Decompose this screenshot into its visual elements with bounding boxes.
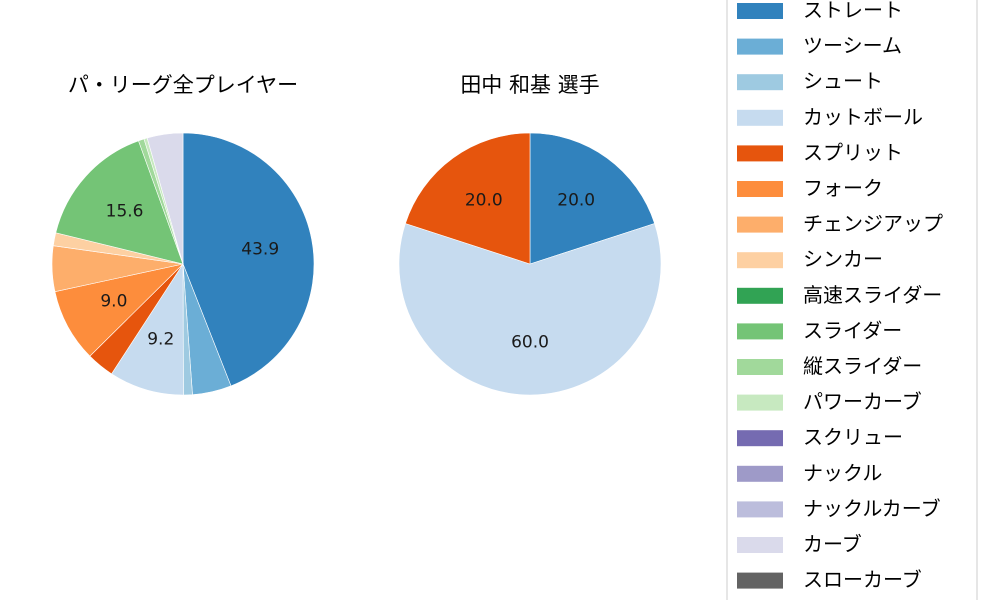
legend-swatch-14	[737, 501, 783, 518]
legend-label-4: スプリット	[803, 140, 903, 164]
legend-label-5: フォーク	[803, 176, 883, 200]
legend-swatch-10	[737, 359, 783, 375]
legend-label-15: カーブ	[803, 532, 862, 556]
legend-label-2: シュート	[803, 69, 883, 93]
legend-label-10: 縦スライダー	[803, 354, 922, 378]
right-pie-slice-3	[398, 223, 662, 396]
legend-label-7: シンカー	[803, 247, 883, 271]
right-pie-slice-4	[405, 132, 531, 265]
legend-swatch-8	[737, 287, 783, 304]
legend-label-9: スライダー	[803, 318, 902, 342]
legend-swatch-16	[737, 572, 783, 589]
legend-swatch-11	[737, 394, 783, 411]
legend-swatch-7	[737, 252, 783, 269]
legend: ストレートツーシームシュートカットボールスプリットフォークチェンジアップシンカー…	[726, 0, 978, 600]
legend-label-0: ストレート	[803, 0, 903, 22]
legend-swatch-5	[737, 181, 783, 197]
left-pie-slice-15	[146, 132, 184, 265]
right-pie-title: 田中 和基 選手	[460, 73, 599, 97]
right-pie: 20.0 60.0 20.0	[398, 132, 662, 396]
legend-frame	[726, 0, 978, 600]
legend-label-1: ツーシーム	[803, 34, 902, 58]
right-pie-data-label-4: 20.0	[465, 190, 503, 210]
legend-swatch-2	[737, 74, 783, 91]
left-pie-data-label-3: 9.2	[147, 329, 174, 349]
left-pie-slice-9	[55, 140, 184, 265]
legend-swatch-4	[737, 145, 783, 162]
legend-swatch-9	[737, 323, 783, 340]
legend-swatch-6	[737, 216, 783, 233]
legend-label-11: パワーカーブ	[803, 390, 922, 414]
left-pie-title: パ・リーグ全プレイヤー	[68, 73, 298, 97]
legend-swatch-15	[737, 537, 783, 553]
left-pie: 43.9 9.2 9.0 15.6	[51, 132, 315, 396]
left-pie-data-label-9: 15.6	[106, 201, 144, 221]
legend-label-8: 高速スライダー	[803, 283, 942, 307]
right-pie-data-label-0: 20.0	[557, 190, 595, 210]
legend-label-14: ナックルカーブ	[803, 496, 941, 520]
legend-label-3: カットボール	[803, 105, 923, 129]
legend-swatch-1	[737, 38, 783, 55]
legend-label-12: スクリュー	[803, 425, 903, 449]
right-pie-data-label-3: 60.0	[511, 333, 549, 353]
legend-swatch-13	[737, 465, 783, 482]
legend-swatch-3	[737, 109, 783, 126]
left-pie-slice-0	[182, 132, 315, 387]
legend-label-16: スローカーブ	[803, 568, 922, 592]
legend-swatch-0	[737, 3, 783, 19]
right-pie-slice-0	[529, 132, 655, 265]
legend-label-13: ナックル	[803, 461, 882, 485]
legend-swatch-12	[737, 430, 783, 447]
legend-label-6: チェンジアップ	[803, 212, 943, 236]
left-pie-data-label-0: 43.9	[241, 239, 279, 259]
left-pie-data-label-5: 9.0	[100, 291, 127, 311]
